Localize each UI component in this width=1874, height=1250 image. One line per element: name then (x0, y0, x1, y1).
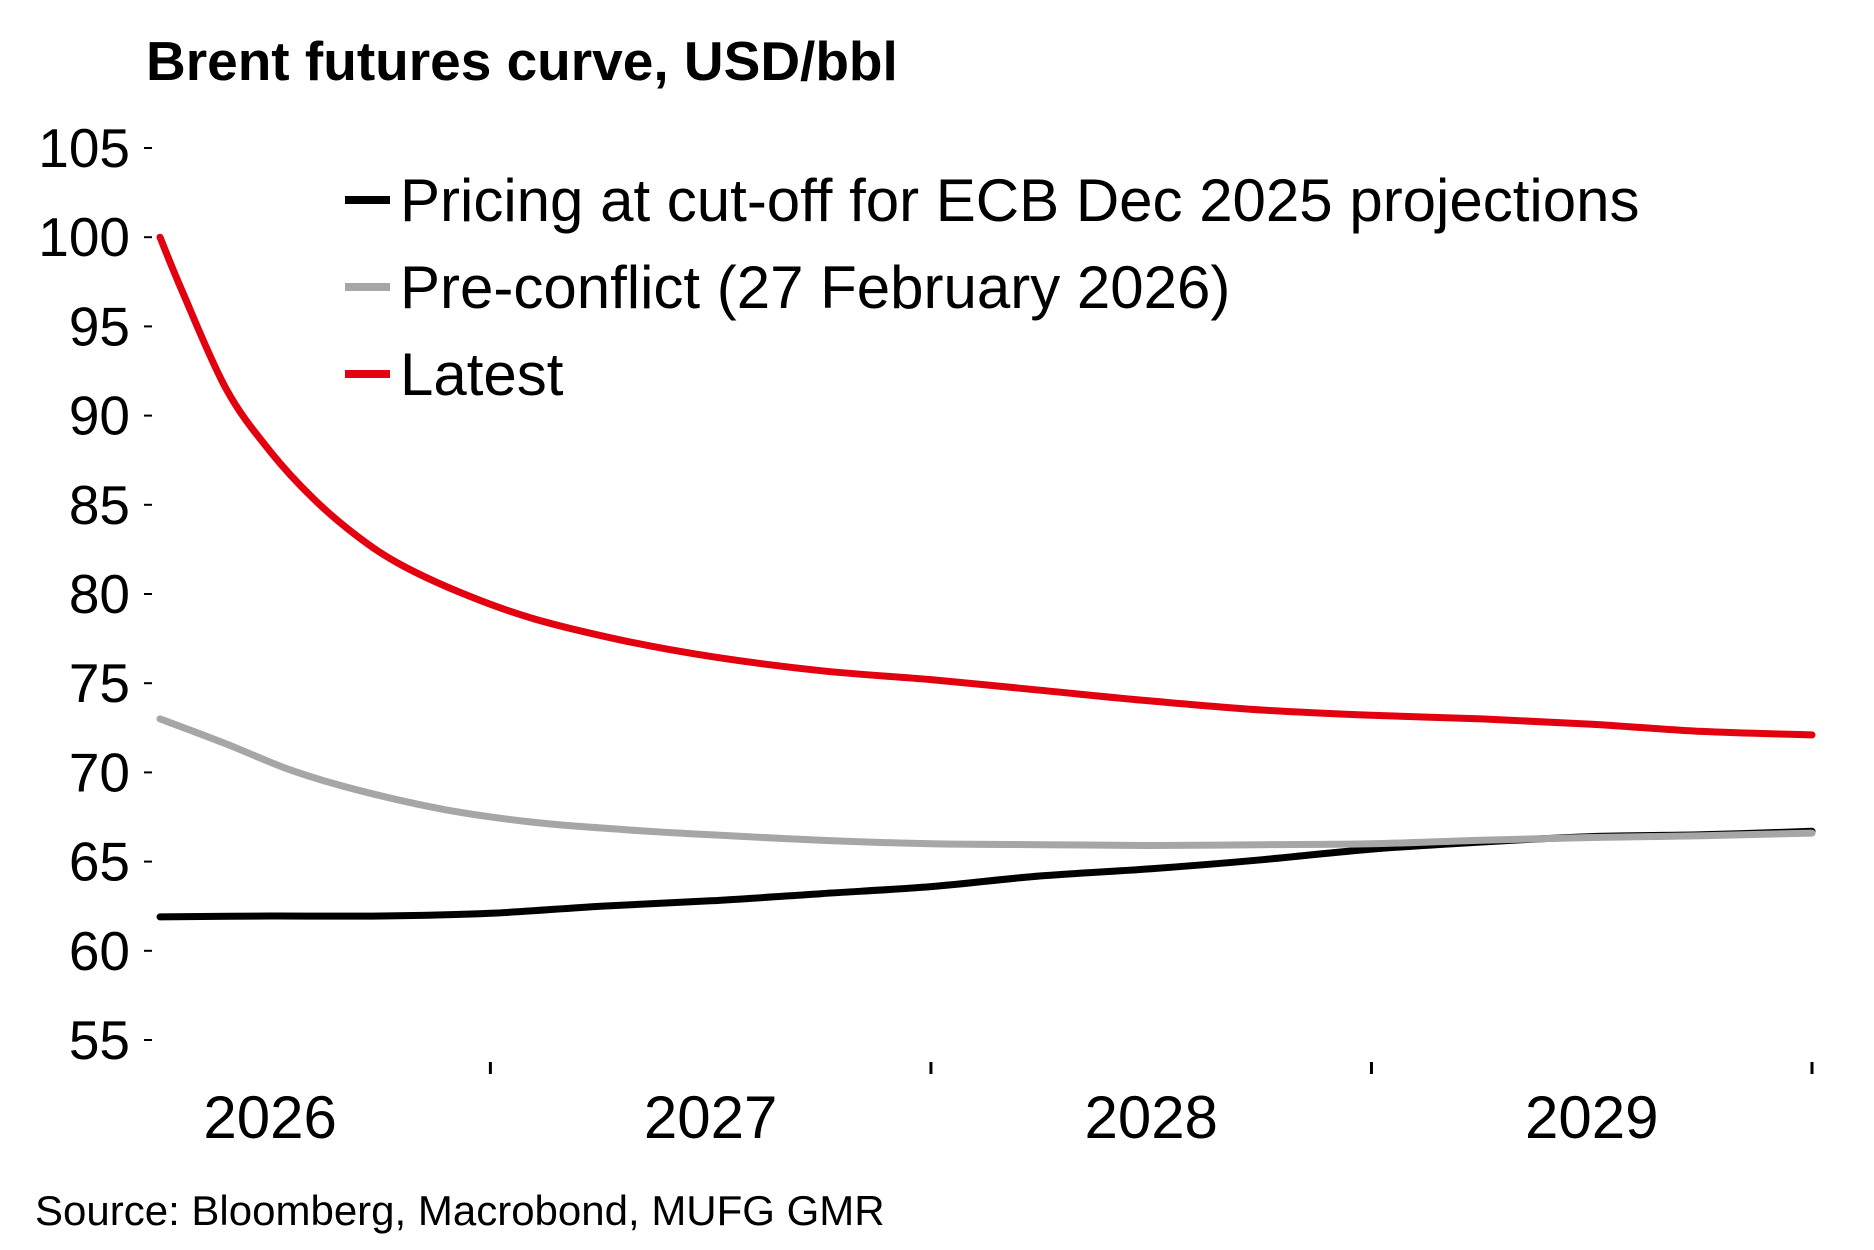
y-tick-label: 85 (69, 474, 130, 536)
y-axis: 55 60 65 70 75 80 85 90 95 100 105 (38, 117, 152, 1071)
y-tick-label: 75 (69, 652, 130, 714)
legend-label: Pricing at cut-off for ECB Dec 2025 proj… (400, 167, 1640, 234)
series-line-2 (156, 715, 1816, 849)
series-line-3 (156, 233, 1816, 739)
y-tick-label: 95 (69, 295, 130, 357)
legend: Pricing at cut-off for ECB Dec 2025 proj… (345, 167, 1640, 408)
y-tick-label: 55 (69, 1009, 130, 1071)
y-tick-label: 90 (69, 385, 130, 447)
y-tick-label: 65 (69, 831, 130, 893)
x-tick-label: 2028 (1084, 1084, 1217, 1151)
chart-title: Brent futures curve, USD/bbl (146, 30, 898, 92)
series-lines (156, 233, 1816, 921)
source-note: Source: Bloomberg, Macrobond, MUFG GMR (35, 1187, 885, 1234)
x-axis: 2026 2027 2028 2029 (203, 1062, 1814, 1151)
x-tick-label: 2026 (203, 1084, 336, 1151)
y-tick-label: 80 (69, 563, 130, 625)
x-tick-label: 2029 (1525, 1084, 1658, 1151)
y-tick-label: 105 (38, 117, 130, 179)
x-tick-label: 2027 (644, 1084, 777, 1151)
legend-label: Latest (400, 341, 564, 408)
y-tick-label: 60 (69, 920, 130, 982)
legend-label: Pre-conflict (27 February 2026) (400, 254, 1230, 321)
y-tick-label: 100 (38, 206, 130, 268)
y-tick-label: 70 (69, 741, 130, 803)
